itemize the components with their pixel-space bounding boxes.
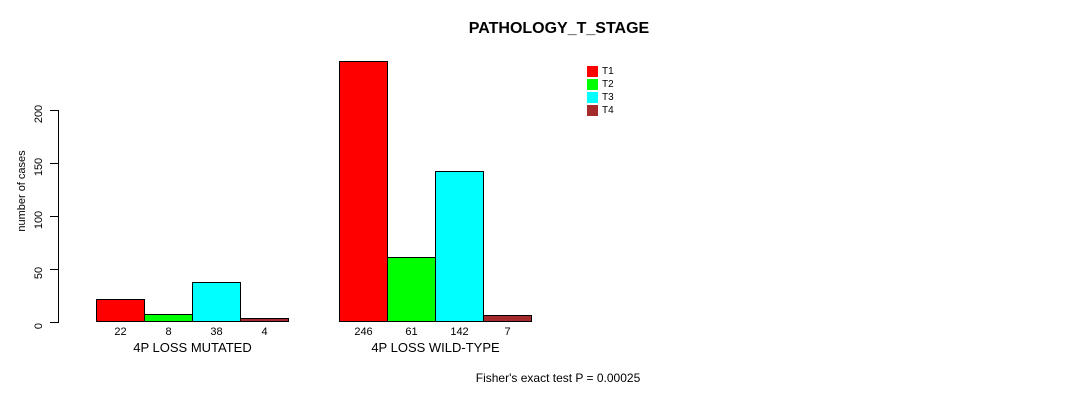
legend-label: T2: [602, 79, 614, 90]
y-axis-line: [58, 110, 59, 323]
y-axis-tick: [50, 163, 58, 164]
y-axis-tick: [50, 216, 58, 217]
legend-swatch-t1: [587, 66, 598, 77]
legend-swatch-t2: [587, 79, 598, 90]
y-axis-tick: [50, 269, 58, 270]
legend-swatch-t4: [587, 105, 598, 116]
bar-t1-group2: [339, 61, 388, 322]
y-axis-tick-label-text: 150: [33, 157, 45, 177]
bar-t2-group2: [387, 257, 436, 322]
legend-swatch-t3: [587, 92, 598, 103]
legend-label: T1: [602, 66, 614, 77]
bar-t4-group1: [240, 318, 289, 322]
y-axis-label-text: number of cases: [16, 150, 28, 232]
chart-title: PATHOLOGY_T_STAGE: [468, 20, 650, 37]
bar-value-label: 38: [210, 326, 223, 338]
y-axis-tick-label-text: 100: [33, 210, 45, 230]
bar-t4-group2: [483, 315, 532, 322]
bar-value-label: 61: [405, 326, 418, 338]
y-axis-tick: [50, 322, 58, 323]
legend-label: T4: [602, 105, 614, 116]
bar-value-label: 7: [504, 326, 511, 338]
category-label: 4P LOSS MUTATED: [133, 340, 252, 355]
bar-value-label: 142: [450, 326, 469, 338]
stat-test-note: Fisher's exact test P = 0.00025: [475, 371, 641, 385]
category-label: 4P LOSS WILD-TYPE: [371, 340, 500, 355]
bar-value-label: 8: [165, 326, 172, 338]
bar-t1-group1: [96, 299, 145, 322]
y-axis-tick: [50, 110, 58, 111]
y-axis-tick-label-text: 0: [33, 322, 45, 330]
bar-value-label: 246: [354, 326, 373, 338]
bar-t3-group2: [435, 171, 484, 322]
y-axis-tick-label-text: 200: [33, 104, 45, 124]
bar-value-label: 4: [261, 326, 268, 338]
legend-label: T3: [602, 92, 614, 103]
bar-t3-group1: [192, 282, 241, 322]
y-axis-tick-label-text: 50: [33, 266, 45, 280]
bar-t2-group1: [144, 314, 193, 322]
bar-value-label: 22: [114, 326, 127, 338]
